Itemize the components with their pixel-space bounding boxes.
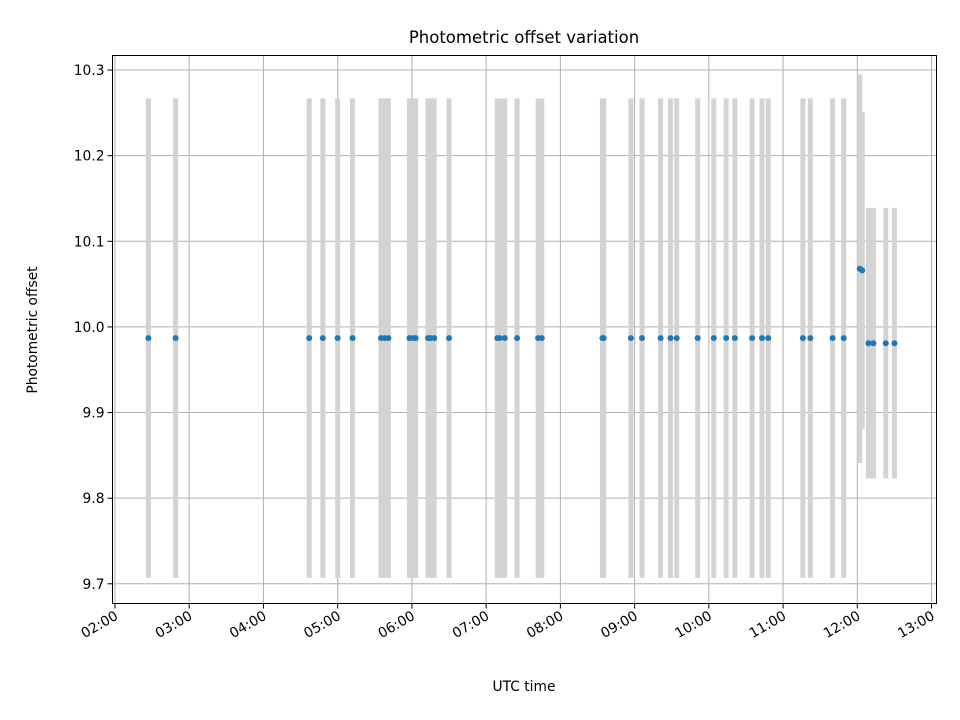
data-point bbox=[723, 335, 730, 342]
data-point bbox=[172, 335, 179, 342]
x-tick-label: 07:00 bbox=[450, 608, 492, 642]
data-point bbox=[799, 335, 806, 342]
plot-frame bbox=[112, 55, 937, 604]
data-point bbox=[657, 335, 664, 342]
y-tick-label: 10.2 bbox=[74, 149, 105, 165]
y-tick-label: 10.3 bbox=[74, 63, 105, 79]
data-point bbox=[496, 335, 503, 342]
data-point bbox=[882, 340, 889, 347]
chart-title: Photometric offset variation bbox=[409, 28, 639, 47]
data-point bbox=[306, 335, 313, 342]
data-point bbox=[749, 335, 756, 342]
y-tick-label: 10.1 bbox=[74, 234, 105, 250]
data-point bbox=[865, 340, 872, 347]
data-point bbox=[600, 335, 607, 342]
y-tick-label: 9.7 bbox=[83, 577, 105, 593]
x-tick-label: 12:00 bbox=[821, 608, 863, 642]
data-point bbox=[501, 335, 508, 342]
data-point bbox=[731, 335, 738, 342]
data-point bbox=[349, 335, 356, 342]
data-point bbox=[891, 340, 898, 347]
data-point bbox=[765, 335, 772, 342]
data-point bbox=[807, 335, 814, 342]
data-points bbox=[145, 265, 898, 347]
data-point bbox=[829, 335, 836, 342]
data-point bbox=[446, 335, 453, 342]
data-point bbox=[694, 335, 701, 342]
y-axis-label: Photometric offset bbox=[25, 266, 41, 394]
data-point bbox=[431, 335, 438, 342]
x-tick-label: 10:00 bbox=[672, 608, 714, 642]
data-point bbox=[673, 335, 680, 342]
data-point bbox=[710, 335, 717, 342]
data-point bbox=[319, 335, 326, 342]
y-tick-label: 9.8 bbox=[83, 491, 105, 507]
data-point bbox=[627, 335, 634, 342]
y-axis: 9.7 9.8 9.9 10.0 10.1 10.2 10.3 bbox=[74, 63, 113, 593]
x-axis: 02:00 03:00 04:00 05:00 06:00 07:00 08:00 09:00… bbox=[79, 603, 938, 642]
x-tick-label: 08:00 bbox=[524, 608, 566, 642]
x-tick-label: 03:00 bbox=[153, 608, 195, 642]
data-point bbox=[412, 335, 419, 342]
x-tick-label: 09:00 bbox=[598, 608, 640, 642]
x-tick-label: 02:00 bbox=[79, 608, 121, 642]
x-axis-label: UTC time bbox=[493, 679, 556, 695]
x-tick-label: 13:00 bbox=[895, 608, 937, 642]
x-tick-label: 05:00 bbox=[301, 608, 343, 642]
data-point bbox=[759, 335, 766, 342]
x-tick-label: 04:00 bbox=[227, 608, 269, 642]
data-point bbox=[859, 267, 866, 274]
grid bbox=[112, 55, 937, 604]
data-point bbox=[538, 335, 545, 342]
data-point bbox=[145, 335, 152, 342]
x-tick-label: 11:00 bbox=[747, 608, 789, 642]
data-point bbox=[514, 335, 521, 342]
data-point bbox=[639, 335, 646, 342]
data-point bbox=[334, 335, 341, 342]
x-tick-label: 06:00 bbox=[375, 608, 417, 642]
error-bars bbox=[145, 74, 897, 578]
y-tick-label: 9.9 bbox=[83, 406, 105, 422]
data-point bbox=[385, 335, 392, 342]
data-point bbox=[840, 335, 847, 342]
data-point bbox=[870, 340, 877, 347]
y-tick-label: 10.0 bbox=[74, 320, 105, 336]
data-point bbox=[667, 335, 674, 342]
